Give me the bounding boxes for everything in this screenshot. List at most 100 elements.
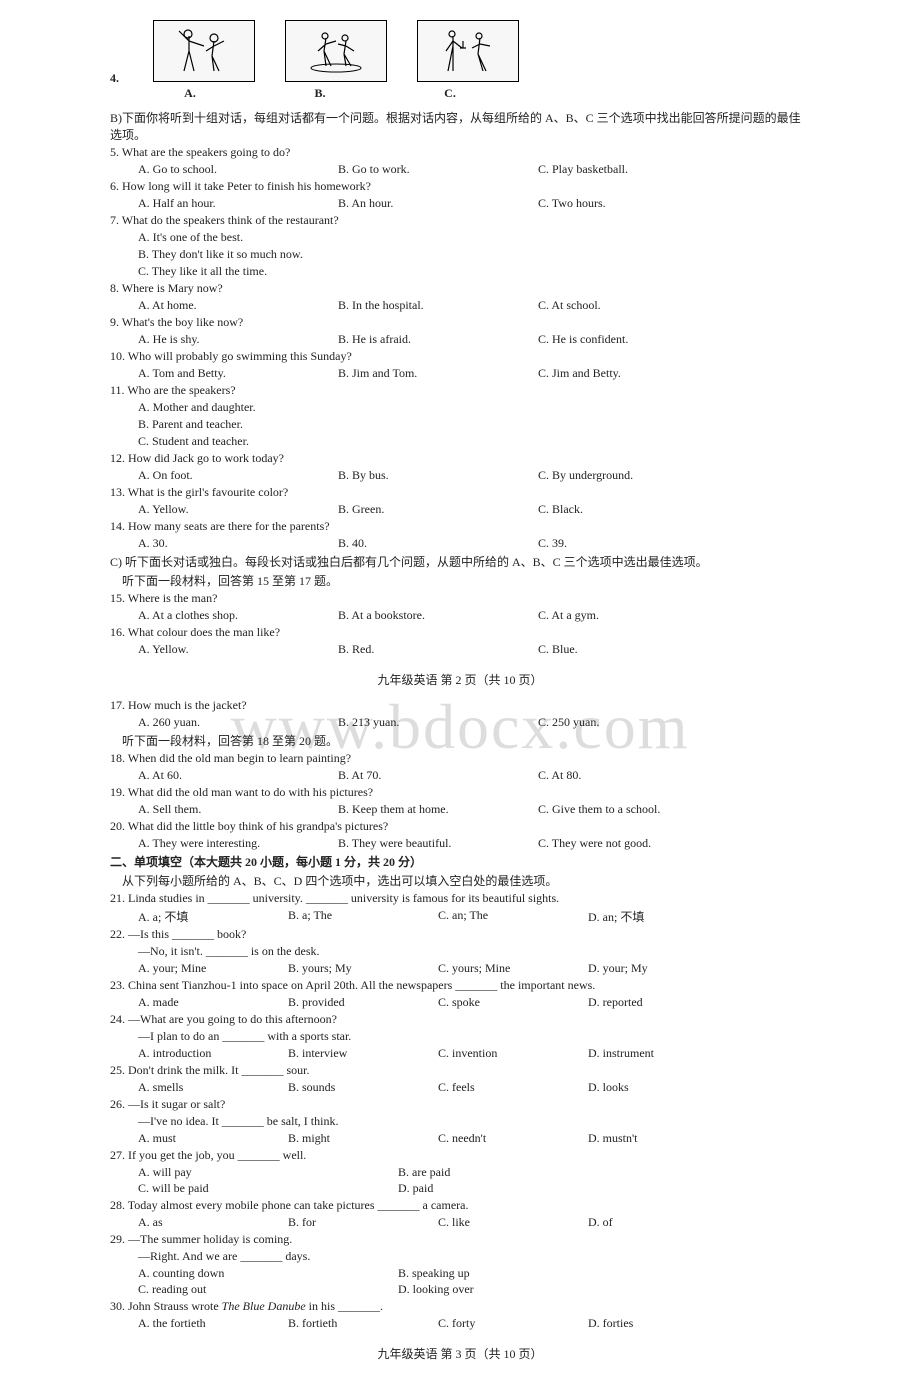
section-b-instructions: B)下面你将听到十组对话，每组对话都有一个问题。根据对话内容，从每组所给的 A、… [110,109,810,143]
q27-options-row2: C. will be paid D. paid [138,1181,810,1196]
q28-text: 28. Today almost every mobile phone can … [110,1198,810,1213]
q26-opt-c: C. needn't [438,1131,588,1146]
q29-opt-a: A. counting down [138,1266,398,1281]
q12-opt-a: A. On foot. [138,468,338,483]
q20-opt-c: C. They were not good. [538,836,738,851]
q18-text: 18. When did the old man begin to learn … [110,751,810,766]
q25-opt-a: A. smells [138,1080,288,1095]
q6-options: A. Half an hour. B. An hour. C. Two hour… [138,196,810,211]
q16-opt-b: B. Red. [338,642,538,657]
q23-opt-a: A. made [138,995,288,1010]
q10-opt-b: B. Jim and Tom. [338,366,538,381]
q5-opt-c: C. Play basketball. [538,162,738,177]
q9-opt-b: B. He is afraid. [338,332,538,347]
q27-opt-d: D. paid [398,1181,658,1196]
q19-opt-b: B. Keep them at home. [338,802,538,817]
q9-opt-a: A. He is shy. [138,332,338,347]
q27-text: 27. If you get the job, you _______ well… [110,1148,810,1163]
q28-opt-d: D. of [588,1215,738,1230]
q13-opt-c: C. Black. [538,502,738,517]
section-c-sub2: 听下面一段材料，回答第 18 至第 20 题。 [122,732,810,749]
q30-opt-a: A. the fortieth [138,1316,288,1331]
q29-line2: —Right. And we are _______ days. [138,1249,810,1264]
q23-text: 23. China sent Tianzhou-1 into space on … [110,978,810,993]
q30-opt-c: C. forty [438,1316,588,1331]
q19-options: A. Sell them. B. Keep them at home. C. G… [138,802,810,817]
q13-opt-b: B. Green. [338,502,538,517]
q5-opt-b: B. Go to work. [338,162,538,177]
q10-opt-c: C. Jim and Betty. [538,366,738,381]
q14-opt-a: A. 30. [138,536,338,551]
q11-opt-c: C. Student and teacher. [138,434,810,449]
q26-opt-d: D. mustn't [588,1131,738,1146]
q24-opt-b: B. interview [288,1046,438,1061]
q24-opt-d: D. instrument [588,1046,738,1061]
q30-italic: The Blue Danube [222,1299,306,1313]
q30-text: 30. John Strauss wrote The Blue Danube i… [110,1299,810,1314]
q22-options: A. your; Mine B. yours; My C. yours; Min… [138,961,810,976]
q22-line2: —No, it isn't. _______ is on the desk. [138,944,810,959]
q16-text: 16. What colour does the man like? [110,625,810,640]
q23-opt-c: C. spoke [438,995,588,1010]
q29-opt-d: D. looking over [398,1282,658,1297]
q26-text: 26. —Is it sugar or salt? [110,1097,810,1112]
section-2-sub: 从下列每小题所给的 A、B、C、D 四个选项中，选出可以填入空白处的最佳选项。 [122,872,810,889]
q14-text: 14. How many seats are there for the par… [110,519,810,534]
q4-image-a [153,20,255,82]
q9-options: A. He is shy. B. He is afraid. C. He is … [138,332,810,347]
q21-text: 21. Linda studies in _______ university.… [110,891,810,906]
q30-tail: in his _______. [306,1299,383,1313]
q20-text: 20. What did the little boy think of his… [110,819,810,834]
q16-options: A. Yellow. B. Red. C. Blue. [138,642,810,657]
q28-opt-a: A. as [138,1215,288,1230]
q11-opt-a: A. Mother and daughter. [138,400,810,415]
q30-options: A. the fortieth B. fortieth C. forty D. … [138,1316,810,1331]
q26-opt-b: B. might [288,1131,438,1146]
q10-options: A. Tom and Betty. B. Jim and Tom. C. Jim… [138,366,810,381]
q30-prefix: 30. John Strauss wrote [110,1299,222,1313]
q30-opt-b: B. fortieth [288,1316,438,1331]
q6-opt-c: C. Two hours. [538,196,738,211]
exam-page: 4. A. B. C. B)下面你将听到十组对话，每组对话都有一个问题。根据对话… [110,0,810,1392]
q23-options: A. made B. provided C. spoke D. reported [138,995,810,1010]
q8-opt-b: B. In the hospital. [338,298,538,313]
q25-opt-d: D. looks [588,1080,738,1095]
q22-opt-d: D. your; My [588,961,738,976]
q16-opt-c: C. Blue. [538,642,738,657]
q19-text: 19. What did the old man want to do with… [110,785,810,800]
q10-text: 10. Who will probably go swimming this S… [110,349,810,364]
q17-opt-a: A. 260 yuan. [138,715,338,730]
q16-opt-a: A. Yellow. [138,642,338,657]
q21-opt-b: B. a; The [288,908,438,925]
q25-text: 25. Don't drink the milk. It _______ sou… [110,1063,810,1078]
q4-image-c [417,20,519,82]
q7-opt-a: A. It's one of the best. [138,230,810,245]
q4-labels: A. B. C. [140,86,810,101]
q20-opt-a: A. They were interesting. [138,836,338,851]
q13-text: 13. What is the girl's favourite color? [110,485,810,500]
q5-opt-a: A. Go to school. [138,162,338,177]
q28-options: A. as B. for C. like D. of [138,1215,810,1230]
q18-options: A. At 60. B. At 70. C. At 80. [138,768,810,783]
q17-opt-b: B. 213 yuan. [338,715,538,730]
q28-opt-c: C. like [438,1215,588,1230]
q15-text: 15. Where is the man? [110,591,810,606]
q15-opt-a: A. At a clothes shop. [138,608,338,623]
page-footer-2: 九年级英语 第 3 页（共 10 页） [110,1345,810,1362]
q12-options: A. On foot. B. By bus. C. By underground… [138,468,810,483]
q14-opt-c: C. 39. [538,536,738,551]
q23-opt-b: B. provided [288,995,438,1010]
q27-opt-a: A. will pay [138,1165,398,1180]
q24-line2: —I plan to do an _______ with a sports s… [138,1029,810,1044]
q7-opt-b: B. They don't like it so much now. [138,247,810,262]
q22-opt-a: A. your; Mine [138,961,288,976]
section-2-title: 二、单项填空（本大题共 20 小题，每小题 1 分，共 20 分） [110,853,810,870]
q29-text: 29. —The summer holiday is coming. [110,1232,810,1247]
section-c-instructions: C) 听下面长对话或独白。每段长对话或独白后都有几个问题，从题中所给的 A、B、… [110,553,810,570]
q21-opt-c: C. an; The [438,908,588,925]
q7-text: 7. What do the speakers think of the res… [110,213,810,228]
q25-options: A. smells B. sounds C. feels D. looks [138,1080,810,1095]
q4-label-b: B. [270,86,370,101]
q13-options: A. Yellow. B. Green. C. Black. [138,502,810,517]
q4-image-row [153,20,519,82]
